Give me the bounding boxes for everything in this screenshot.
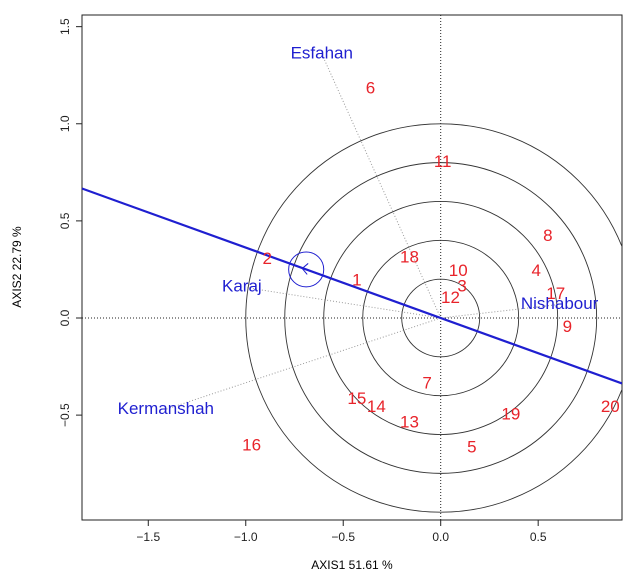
genotype-label: 14 [367,397,386,416]
environment-label: Karaj [222,276,262,295]
x-tick-label: −0.5 [331,530,355,544]
x-tick-label: −1.5 [136,530,160,544]
y-tick-label: 1.0 [58,115,72,132]
genotype-label: 3 [457,276,466,295]
environment-vector [440,303,560,319]
y-tick-label: 1.5 [58,18,72,35]
genotype-label: 6 [366,78,375,97]
y-tick-label: 0.0 [58,309,72,326]
genotype-label: 18 [400,247,419,266]
genotype-label: 15 [347,389,366,408]
concentric-circle [323,201,559,435]
concentric-circle [401,278,481,358]
genotype-label: 4 [531,261,540,280]
environment-vector [241,286,441,319]
average-environment-arrow [301,263,319,275]
x-tick-label: −1.0 [234,530,258,544]
average-environment-circle [288,251,325,288]
genotype-label: 7 [422,374,431,393]
genotype-label: 1 [352,271,361,290]
concentric-circle [245,123,622,513]
axes: −1.5 −1.0 −0.5 0.0 0.5 −0.5 0.0 0.5 1.0 1.5 [58,18,547,544]
concentric-circle [362,239,520,397]
genotype-label: 16 [242,436,261,455]
y-tick-label: 0.5 [58,212,72,229]
x-tick-label: 0.5 [530,530,547,544]
environment-label: Kermanshah [118,399,214,418]
genotype-label: 17 [546,284,565,303]
genotype-label: 20 [601,397,620,416]
genotype-label: 2 [262,249,271,268]
genotype-label: 5 [467,438,476,457]
plot-frame [81,14,623,521]
genotype-label: 19 [501,405,520,424]
genotype-label: 11 [434,152,452,171]
x-axis-label: AXIS1 51.61 % [311,558,393,572]
environment-label: Esfahan [291,43,353,62]
genotype-label: 13 [400,412,419,431]
y-tick-label: −0.5 [58,403,72,427]
genotype-label: 12 [441,288,460,307]
genotype-label: 9 [563,317,572,336]
genotype-label: 8 [543,226,552,245]
environment-vector [165,317,441,410]
concentric-circle [284,162,598,474]
genotype-label: 10 [449,261,468,280]
y-axis-label: AXIS2 22.79 % [10,226,24,308]
environment-vector [321,53,442,319]
x-tick-label: 0.0 [432,530,449,544]
average-environment-axis [82,187,622,385]
environment-label: Nishabour [521,294,599,313]
